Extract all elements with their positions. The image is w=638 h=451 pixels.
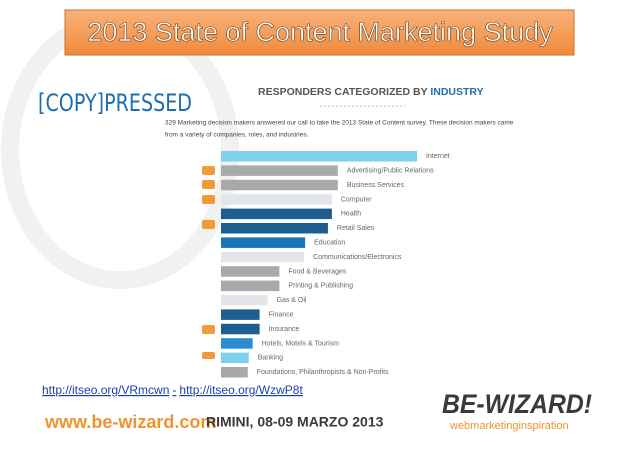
bar <box>221 251 305 263</box>
bar-label: Gas & Oil <box>277 297 307 304</box>
bar <box>221 165 338 176</box>
link[interactable]: http://itseo.org/WzwP8t <box>179 383 303 397</box>
links: http://itseo.org/VRmcwn - http://itseo.org… <box>42 383 303 397</box>
bar <box>221 151 418 162</box>
bar-label: Communications/Electronics <box>313 254 402 261</box>
bar-label: Advertising/Public Relations <box>347 167 434 174</box>
chart-title: RESPONDERS CATEGORIZED BY INDUSTRY <box>258 86 484 98</box>
bar <box>221 223 328 234</box>
brand-tagline: webmarketinginspiration <box>449 420 569 432</box>
bar-label: Business Services <box>347 182 405 189</box>
bar <box>221 295 268 306</box>
bar-label: Retail Sales <box>337 225 375 232</box>
logo-box <box>36 86 194 120</box>
callout <box>202 352 215 359</box>
callout <box>202 166 215 175</box>
bar <box>221 309 260 320</box>
callouts <box>202 166 215 359</box>
bar-label: Banking <box>258 355 283 362</box>
bar <box>221 352 249 364</box>
bar-label: Education <box>314 239 345 246</box>
brand: BE-WIZARD! <box>442 389 592 419</box>
bar-label: Hotels, Motels & Tourism <box>262 340 339 347</box>
bar-label: Printing & Publishing <box>288 283 353 290</box>
callout <box>202 325 215 334</box>
bar-label: Foundations, Philanthropists & Non-Profi… <box>257 369 389 376</box>
bar-label: Internet <box>426 153 450 160</box>
footer-event: RIMINI, 08-09 MARZO 2013 <box>206 414 384 430</box>
bar <box>221 323 260 335</box>
bar <box>221 237 306 248</box>
callout <box>202 195 215 204</box>
link-separator: - <box>172 383 176 397</box>
bar-label: Computer <box>341 196 372 203</box>
bar <box>221 280 280 292</box>
subtitle: 329 Marketing decision makers answered o… <box>165 120 514 127</box>
slide-title: 2013 State of Content Marketing Study <box>87 17 553 47</box>
callout <box>202 220 215 229</box>
callout <box>202 180 215 189</box>
bulb-bg <box>1 11 239 289</box>
bar-label: Insurance <box>269 326 300 333</box>
footer-site: www.be-wizard.com <box>44 412 216 432</box>
bar <box>221 179 338 191</box>
bar-label: Food & Beverages <box>288 268 346 275</box>
bar <box>221 338 253 349</box>
bar-label: Health <box>341 211 361 218</box>
logo: [COPY]PRESSED <box>38 89 192 117</box>
link[interactable]: http://itseo.org/VRmcwn <box>42 383 169 397</box>
chart-title-part: RESPONDERS CATEGORIZED BY <box>258 86 430 98</box>
subtitle: from a variety of companies, roles, and … <box>165 132 309 139</box>
bar <box>221 367 248 378</box>
bar <box>221 208 332 220</box>
bar <box>221 266 280 277</box>
bar-label: Finance <box>269 311 294 318</box>
chart-title-part: INDUSTRY <box>430 86 483 98</box>
bar <box>221 194 332 205</box>
title-banner <box>64 9 575 56</box>
